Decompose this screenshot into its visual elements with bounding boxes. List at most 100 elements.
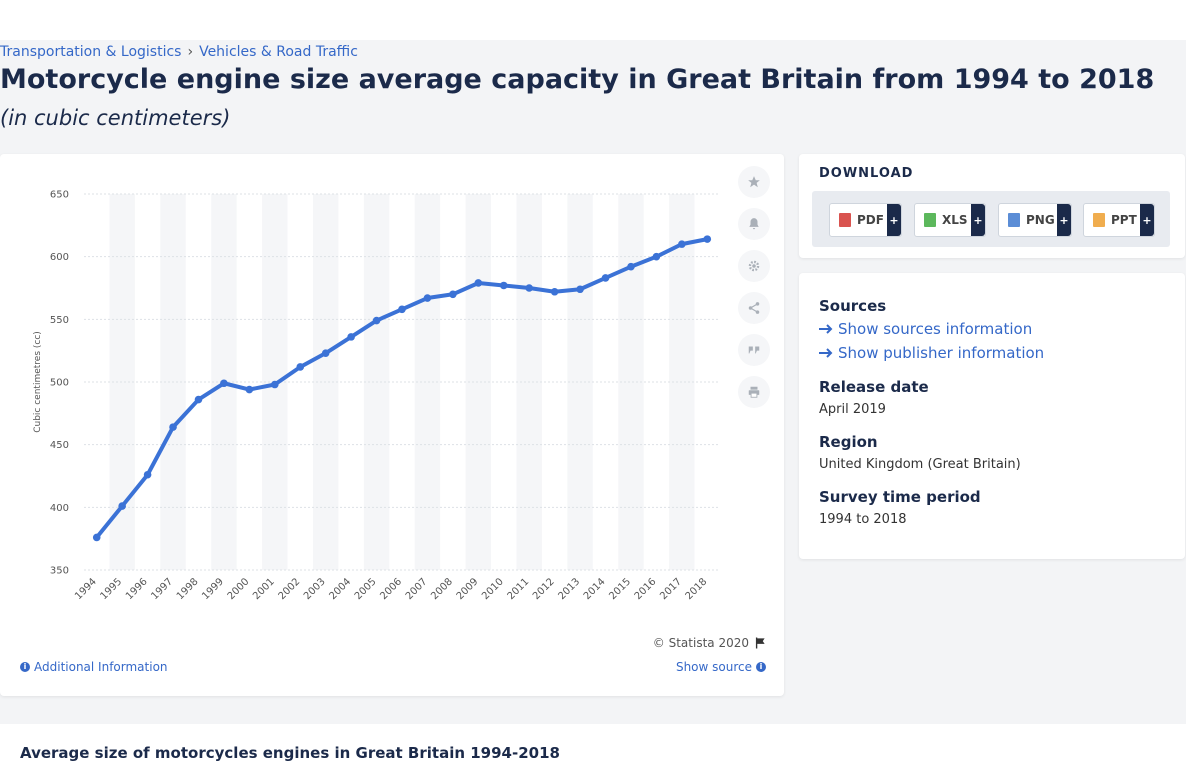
release-date-value: April 2019 [819,402,886,417]
show-source-link[interactable]: Show source i [676,660,766,674]
download-buttons: PDF + XLS + PNG + PPT + [812,191,1170,247]
data-point [449,290,457,299]
data-point [627,262,635,271]
download-card: DOWNLOAD PDF + XLS + PNG + PPT + [799,154,1185,258]
download-ppt-button[interactable]: PPT + [1083,203,1155,237]
chart-card: 350 400 450 500 550 600 650 1994 1995 1996 1997 199… [0,154,784,696]
data-point [652,252,661,261]
download-title: DOWNLOAD [819,166,914,181]
star-icon[interactable] [738,166,770,198]
print-icon[interactable] [738,376,770,408]
download-png-button[interactable]: PNG + [998,203,1072,237]
x-tick-label: 2010 [480,576,506,602]
data-point [321,349,330,357]
plus-icon[interactable]: + [887,204,901,236]
page-subtitle: (in cubic centimeters) [0,106,231,130]
pdf-file-icon [839,213,851,227]
data-point [474,279,483,287]
data-point [601,274,610,282]
breadcrumb-transportation[interactable]: Transportation & Logistics [0,44,182,60]
additional-information-link[interactable]: i Additional Information [20,660,168,674]
x-tick-label: 2012 [531,576,557,602]
description-card: Average size of motorcycles engines in G… [0,724,1186,764]
show-source-label: Show source [675,660,752,674]
share-icon[interactable] [738,292,770,324]
series-line [94,237,710,540]
data-point [398,305,406,314]
y-tick-label: 550 [50,315,69,326]
ppt-file-icon [1093,213,1105,227]
copyright-text: © Statista 2020 [652,636,749,650]
data-point [143,470,152,479]
x-tick-label: 1994 [73,576,99,602]
x-tick-label: 1995 [99,576,125,602]
gear-icon[interactable] [738,250,770,282]
breadcrumb-separator: › [187,44,194,60]
y-tick-label: 450 [50,440,69,451]
data-point [169,423,177,431]
x-tick-label: 1997 [149,576,175,602]
survey-period-label: Survey time period [819,488,981,506]
download-png-label: PNG [1026,213,1055,227]
data-point [271,380,279,389]
copyright: © Statista 2020 [653,636,766,650]
page-title: Motorcycle engine size average capacity … [0,64,1155,95]
region-value: United Kingdom (Great Britain) [819,457,1021,472]
release-date-label: Release date [819,378,929,396]
y-tick-label: 650 [50,190,69,201]
show-publisher-label: Show publisher information [838,344,1045,362]
data-point [576,285,584,294]
breadcrumb-vehicles[interactable]: Vehicles & Road Traffic [199,44,358,60]
x-tick-label: 2008 [429,576,455,602]
png-file-icon [1008,213,1020,227]
data-point [296,363,305,371]
data-point [372,316,381,325]
x-tick-label: 1999 [200,576,226,602]
data-point [118,502,126,510]
description-title: Average size of motorcycles engines in G… [20,744,560,762]
x-tick-label: 2007 [404,576,430,602]
download-pdf-button[interactable]: PDF + [829,203,902,237]
show-publisher-link[interactable]: Show publisher information [819,344,1044,362]
y-tick-label: 500 [50,378,69,389]
x-tick-label: 2003 [302,576,328,602]
data-point [703,235,712,243]
survey-period-value: 1994 to 2018 [819,512,907,527]
show-sources-link[interactable]: Show sources information [819,320,1032,338]
x-tick-label: 2015 [607,576,633,602]
bell-icon[interactable] [738,208,770,240]
data-point [678,240,686,248]
data-point [92,533,101,542]
download-xls-button[interactable]: XLS + [914,203,986,237]
y-axis-label: Cubic centimetres (cc) [33,331,43,433]
download-ppt-label: PPT [1111,213,1137,227]
flag-icon[interactable] [755,637,766,649]
plus-icon[interactable]: + [1140,204,1154,236]
sources-label: Sources [819,297,887,315]
y-tick-label: 350 [50,566,69,577]
plus-icon[interactable]: + [1057,204,1071,236]
y-tick-label: 400 [50,503,69,514]
show-sources-label: Show sources information [838,320,1033,338]
breadcrumb: Transportation & Logistics › Vehicles & Ro… [0,44,358,60]
x-tick-label: 2001 [251,576,277,602]
info-icon: i [20,662,30,672]
x-tick-label: 2005 [353,576,379,602]
x-tick-label: 1998 [175,576,201,602]
x-tick-label: 2018 [684,576,710,602]
xls-file-icon [924,213,936,227]
data-point [499,281,508,290]
data-point [194,395,203,404]
data-point [550,287,559,296]
x-tick-label: 2014 [582,576,608,602]
x-tick-label: 2009 [455,576,481,602]
x-tick-label: 2004 [327,576,353,602]
x-tick-label: 2006 [378,576,404,602]
x-tick-label: 2000 [226,576,252,602]
plus-icon[interactable]: + [971,204,985,236]
quote-icon[interactable] [738,334,770,366]
x-tick-label: 2002 [277,576,303,602]
column-band [414,194,441,570]
x-tick-label: 2013 [556,576,582,602]
